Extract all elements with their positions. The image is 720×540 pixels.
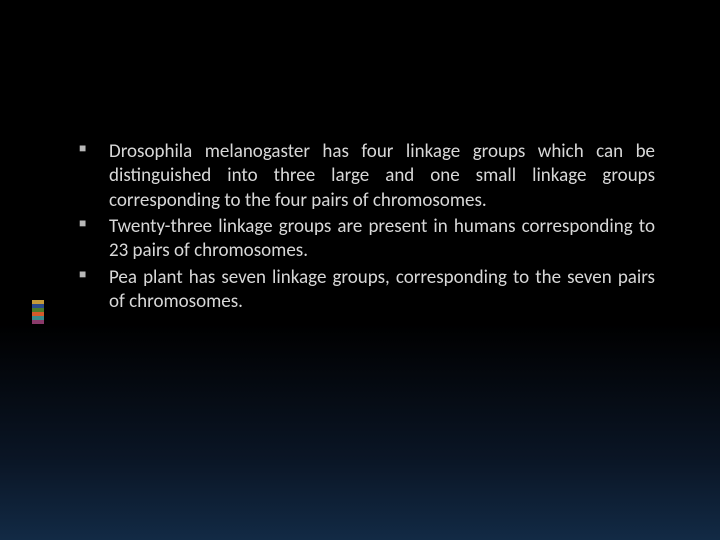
bullet-item: Drosophila melanogaster has four linkage… [75,140,655,213]
bullet-item: Pea plant has seven linkage groups, corr… [75,266,655,315]
accent-bar [32,0,44,540]
accent-bar-stripes [32,300,44,324]
accent-bar-rest [32,324,44,540]
accent-bar-dark [32,0,44,300]
slide-content: Drosophila melanogaster has four linkage… [75,140,655,316]
bullet-list: Drosophila melanogaster has four linkage… [75,140,655,314]
bullet-item: Twenty-three linkage groups are present … [75,215,655,264]
